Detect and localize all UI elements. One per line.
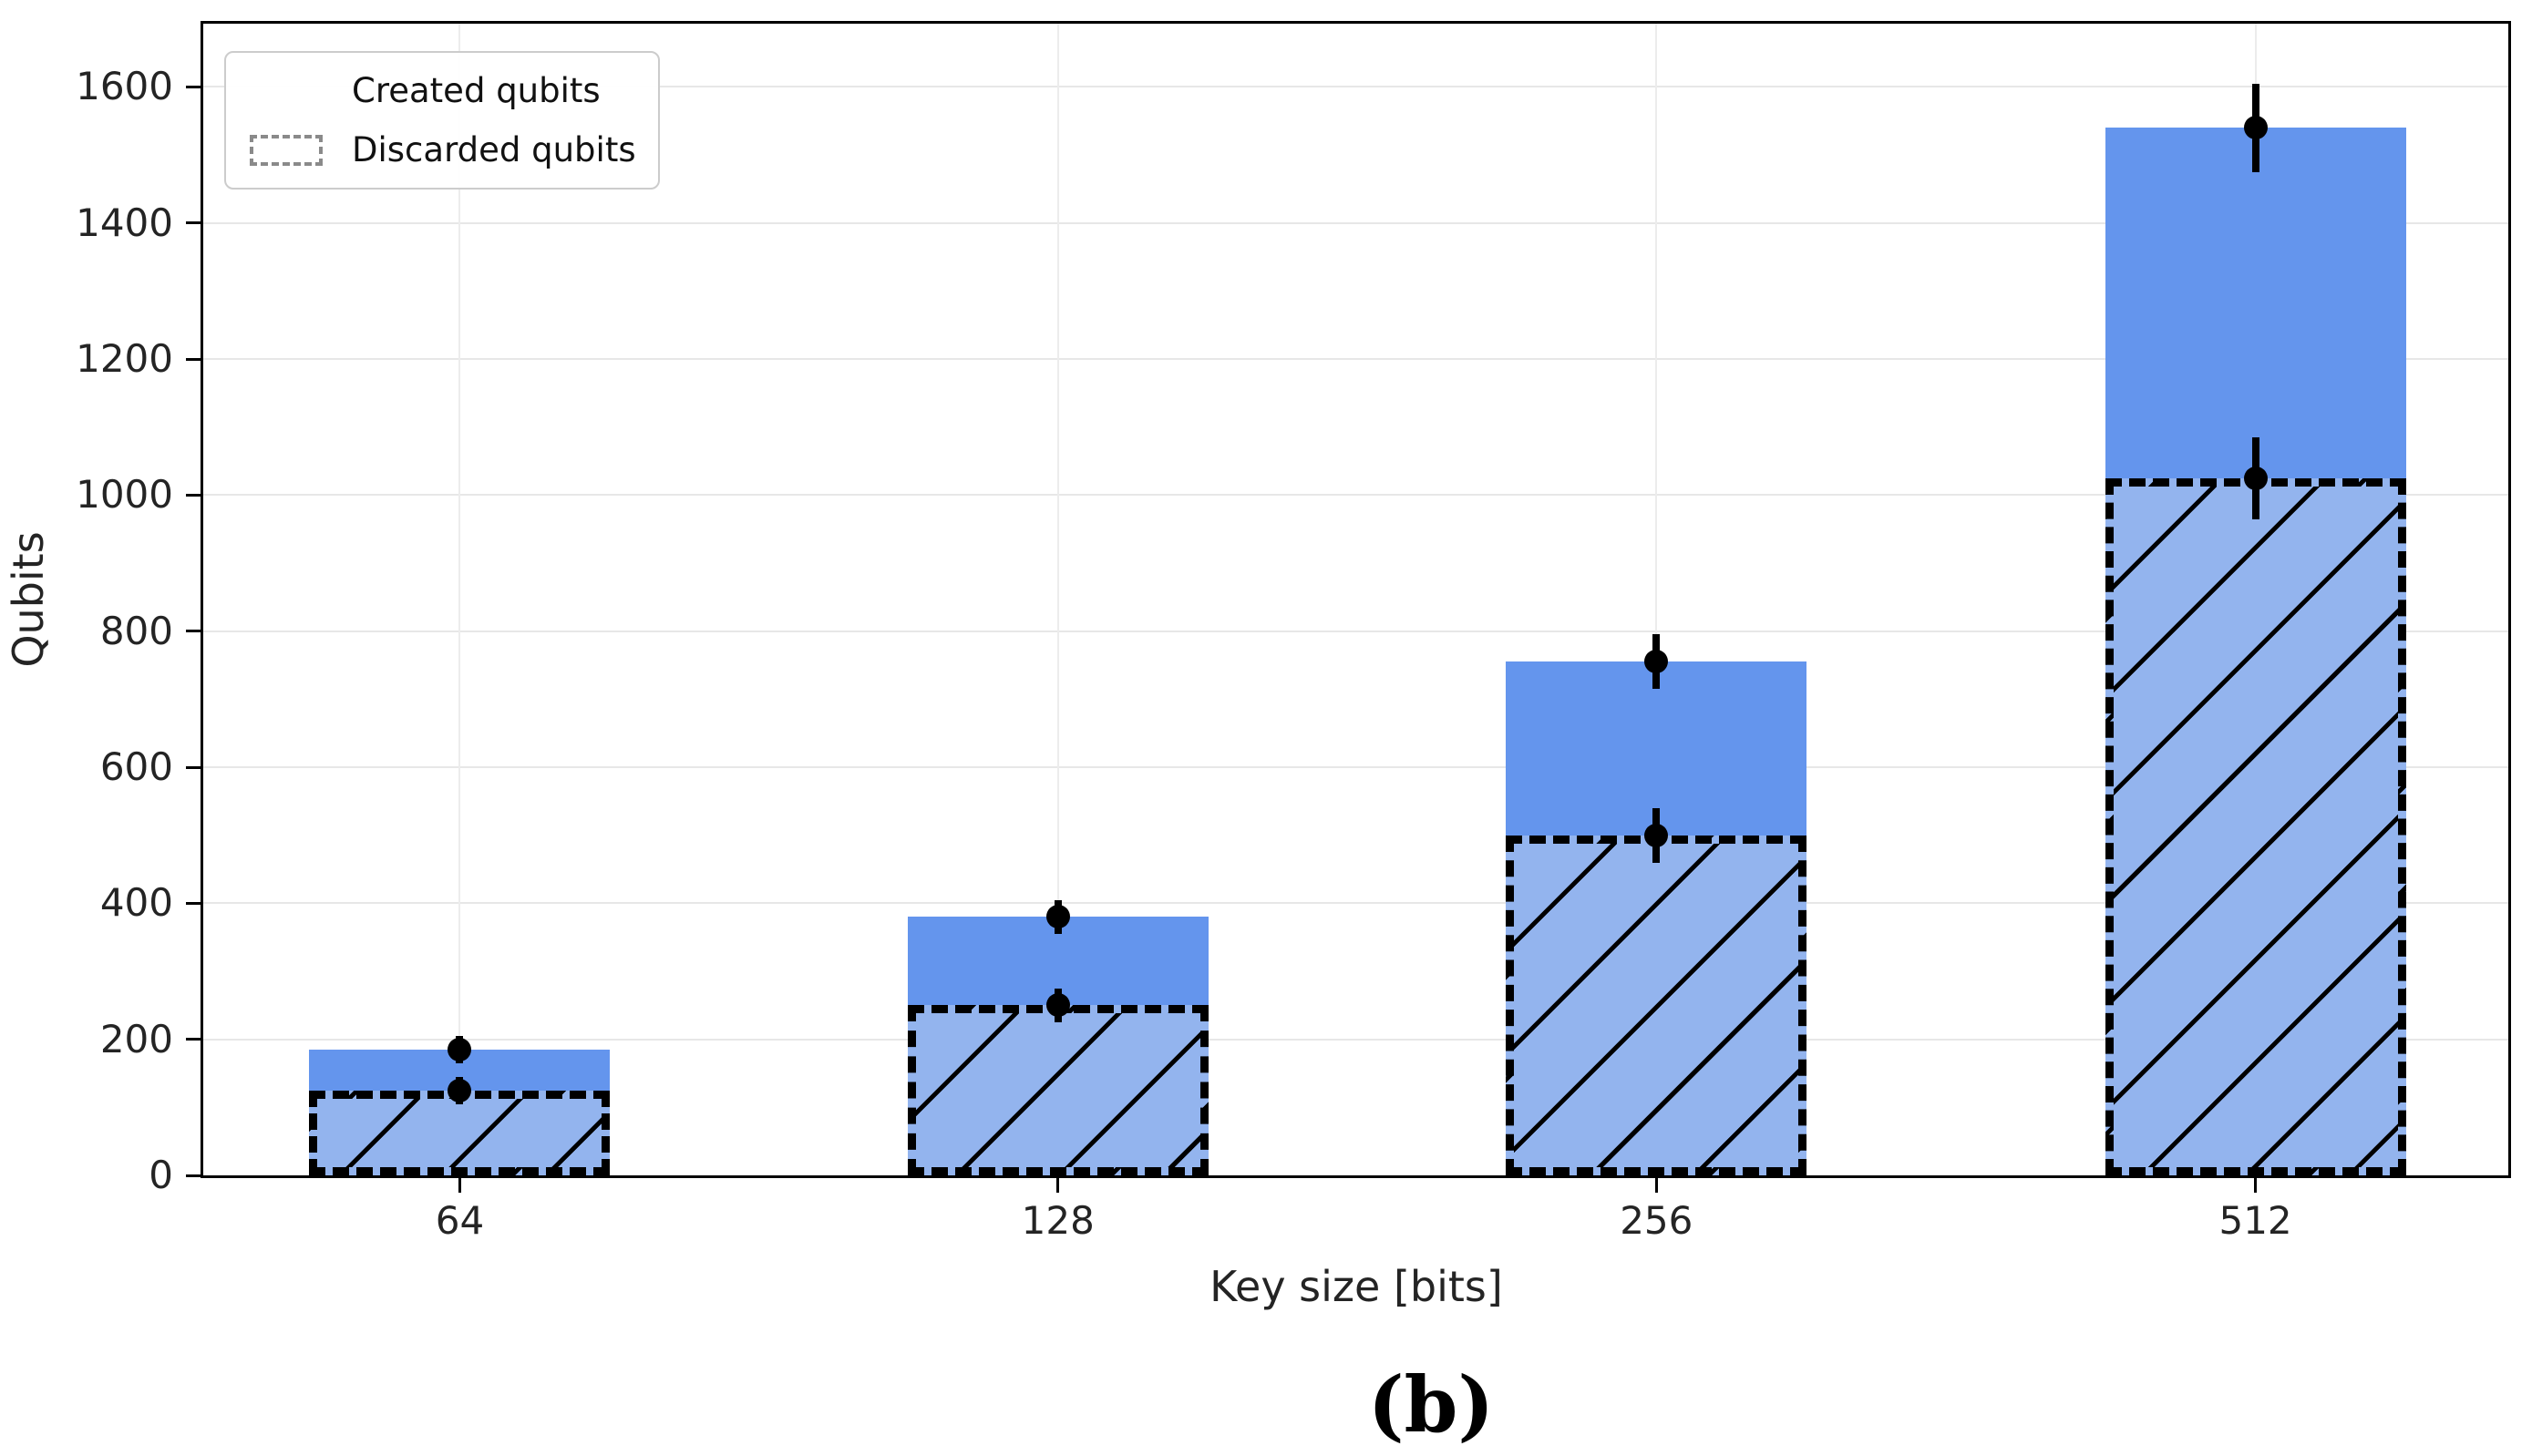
x-axis-label: Key size [bits] — [1209, 1262, 1503, 1311]
y-gridline — [203, 902, 2508, 905]
y-tick-mark — [186, 221, 201, 225]
y-tick-label: 0 — [149, 1153, 173, 1197]
legend: Created qubits Discarded qubits — [224, 51, 660, 190]
x-gridline — [458, 24, 461, 1175]
legend-item-discarded: Discarded qubits — [250, 130, 636, 169]
created-qubits-swatch-icon — [250, 76, 323, 107]
y-tick-mark — [186, 1174, 201, 1177]
y-tick-mark — [186, 493, 201, 497]
error-bar-marker — [448, 1078, 472, 1102]
y-tick-mark — [186, 765, 201, 769]
y-gridline — [203, 630, 2508, 632]
x-tick-mark — [458, 1178, 461, 1193]
y-gridline — [203, 221, 2508, 224]
discarded-qubits-bar — [2105, 477, 2406, 1175]
y-gridline — [203, 766, 2508, 769]
x-tick-mark — [1056, 1178, 1060, 1193]
error-bar-marker — [1644, 650, 1669, 674]
x-gridline — [1056, 24, 1059, 1175]
x-tick-mark — [1654, 1178, 1658, 1193]
x-tick-label: 256 — [1620, 1198, 1693, 1243]
discarded-qubits-bar — [1506, 835, 1807, 1175]
y-tick-mark — [186, 1038, 201, 1041]
y-tick-label: 1600 — [76, 64, 173, 109]
y-tick-mark — [186, 630, 201, 633]
legend-item-created: Created qubits — [250, 71, 634, 110]
x-tick-mark — [2254, 1178, 2258, 1193]
x-tick-label: 512 — [2218, 1198, 2292, 1243]
error-bar-marker — [2243, 466, 2268, 490]
y-gridline — [203, 86, 2508, 88]
legend-label-created: Created qubits — [352, 71, 601, 110]
y-gridline — [203, 1038, 2508, 1041]
error-bar-marker — [1045, 993, 1070, 1018]
y-tick-label: 400 — [99, 880, 173, 926]
discarded-qubits-swatch-icon — [250, 134, 323, 166]
x-tick-label: 64 — [435, 1198, 485, 1243]
y-tick-label: 800 — [99, 608, 173, 653]
y-tick-label: 600 — [99, 744, 173, 790]
legend-label-discarded: Discarded qubits — [352, 130, 636, 169]
y-gridline — [203, 494, 2508, 497]
error-bar-marker — [2243, 116, 2268, 140]
discarded-qubits-bar — [907, 1005, 1209, 1175]
y-tick-mark — [186, 901, 201, 905]
error-bar-marker — [1644, 823, 1669, 847]
y-tick-mark — [186, 85, 201, 88]
x-gridline — [1655, 24, 1658, 1175]
y-tick-mark — [186, 357, 201, 361]
error-bar-marker — [1045, 905, 1070, 929]
y-gridline — [203, 358, 2508, 361]
x-tick-label: 128 — [1021, 1198, 1095, 1243]
y-axis-label: Qubits — [4, 531, 53, 668]
y-tick-label: 1200 — [76, 336, 173, 382]
plot-area: Created qubits Discarded qubits — [201, 21, 2511, 1178]
figure-caption: (b) — [1367, 1359, 1495, 1450]
y-tick-label: 1400 — [76, 200, 173, 245]
y-tick-label: 200 — [99, 1016, 173, 1061]
error-bar-marker — [448, 1037, 472, 1061]
y-tick-label: 1000 — [76, 472, 173, 518]
